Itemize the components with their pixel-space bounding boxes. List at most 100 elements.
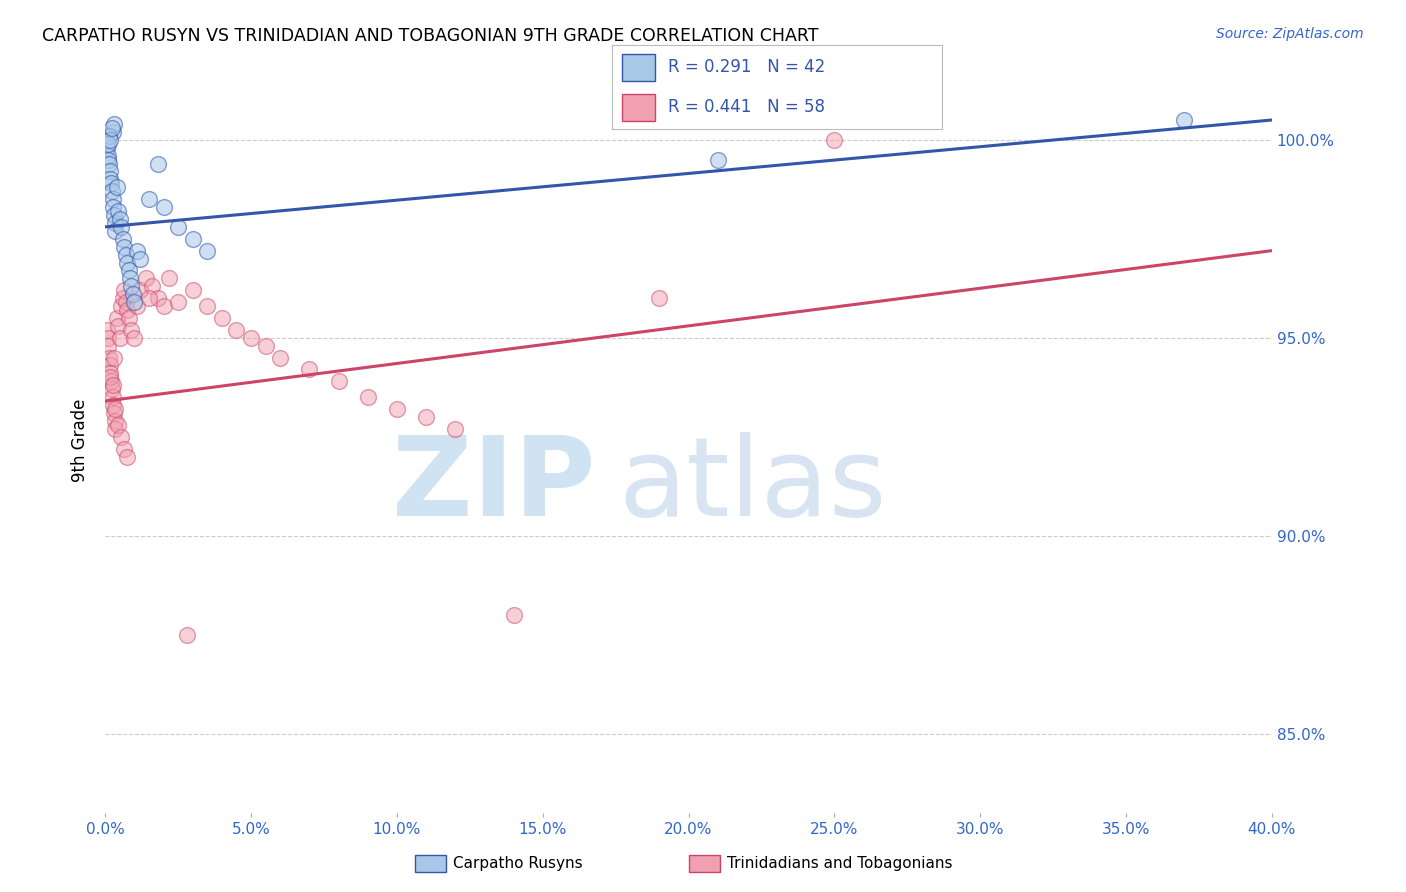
Point (97, 128, 120, 143)
Point (269, 351, 291, 365)
Point (357, 390, 380, 404)
Point (100, 172, 122, 186)
Point (240, 331, 263, 345)
Point (101, 378, 124, 392)
Point (96, 331, 118, 345)
Point (195, 244, 218, 258)
Point (100, 120, 122, 135)
Point (141, 279, 163, 293)
Point (105, 310, 128, 325)
Point (103, 414, 125, 428)
Point (97, 351, 120, 365)
Point (112, 283, 135, 297)
Point (385, 402, 408, 417)
Point (107, 318, 129, 333)
Point (117, 310, 139, 325)
Point (111, 232, 134, 246)
Point (706, 153, 728, 167)
Point (117, 263, 139, 277)
Point (254, 339, 277, 353)
Point (100, 367, 122, 381)
Point (121, 323, 143, 337)
Text: Trinidadians and Tobagonians: Trinidadians and Tobagonians (727, 856, 952, 871)
Point (101, 390, 124, 404)
Point (110, 299, 132, 313)
Point (129, 252, 152, 266)
Point (129, 283, 152, 297)
Point (97, 339, 120, 353)
Point (181, 283, 204, 297)
Point (124, 295, 146, 310)
Point (111, 291, 134, 305)
Point (97, 153, 120, 167)
Point (103, 351, 125, 365)
Point (112, 240, 135, 254)
Text: atlas: atlas (619, 432, 887, 539)
Point (127, 299, 149, 313)
Point (152, 200, 174, 214)
Point (157, 271, 180, 285)
Point (98, 359, 121, 373)
Point (124, 331, 146, 345)
Point (115, 255, 138, 269)
Point (101, 125, 124, 139)
Point (100, 382, 122, 396)
Point (96, 323, 118, 337)
Point (104, 402, 127, 417)
Point (167, 295, 190, 310)
Text: CARPATHO RUSYN VS TRINIDADIAN AND TOBAGONIAN 9TH GRADE CORRELATION CHART: CARPATHO RUSYN VS TRINIDADIAN AND TOBAGO… (42, 27, 818, 45)
Point (100, 184, 122, 198)
Point (108, 211, 131, 226)
Point (115, 450, 138, 464)
Point (110, 219, 132, 234)
Point (103, 406, 125, 420)
Point (298, 362, 321, 376)
Point (195, 299, 218, 313)
Text: ZIP: ZIP (392, 432, 595, 539)
Point (100, 374, 122, 388)
Point (415, 409, 437, 424)
Point (112, 442, 135, 456)
Point (96, 136, 118, 151)
Point (103, 216, 125, 230)
Point (181, 232, 204, 246)
Point (114, 247, 136, 261)
Point (146, 156, 169, 170)
Point (103, 398, 125, 412)
Point (104, 422, 127, 436)
Point (167, 219, 190, 234)
Point (107, 204, 129, 219)
Point (225, 323, 247, 337)
Y-axis label: 9th Grade: 9th Grade (72, 399, 89, 483)
Point (135, 271, 157, 285)
Point (138, 291, 160, 305)
Point (1173, 113, 1195, 128)
Point (127, 244, 149, 258)
Point (328, 374, 350, 388)
Point (648, 291, 671, 305)
Point (96, 148, 118, 162)
Point (444, 422, 467, 436)
Point (110, 430, 132, 444)
Point (211, 310, 233, 325)
Point (103, 200, 125, 214)
Point (108, 331, 131, 345)
Text: R = 0.441   N = 58: R = 0.441 N = 58 (668, 98, 825, 116)
Point (121, 279, 143, 293)
Text: Carpatho Rusyns: Carpatho Rusyns (453, 856, 582, 871)
Point (98, 370, 121, 384)
Point (107, 417, 129, 432)
Point (97, 156, 120, 170)
Point (105, 180, 128, 194)
Point (176, 628, 198, 642)
Point (146, 291, 169, 305)
FancyBboxPatch shape (621, 94, 655, 120)
FancyBboxPatch shape (621, 54, 655, 81)
Point (138, 192, 160, 206)
Text: Source: ZipAtlas.com: Source: ZipAtlas.com (1216, 27, 1364, 41)
Point (98, 164, 121, 178)
Point (152, 299, 174, 313)
Point (823, 133, 845, 147)
Point (103, 117, 125, 131)
Text: R = 0.291   N = 42: R = 0.291 N = 42 (668, 59, 825, 77)
